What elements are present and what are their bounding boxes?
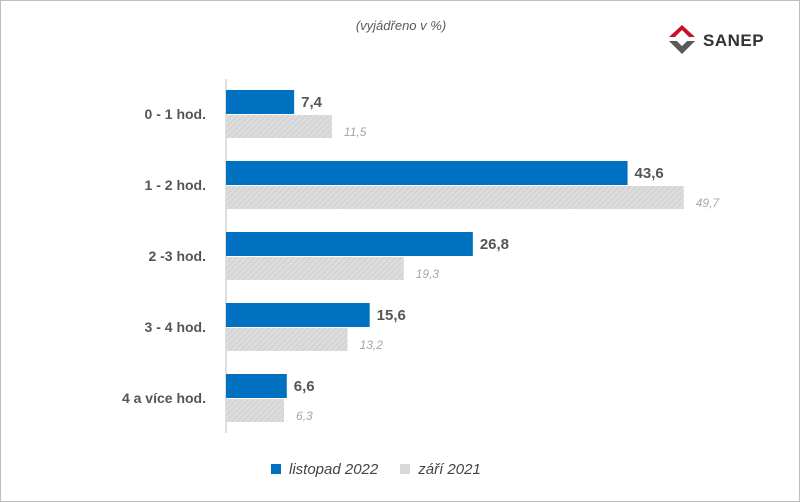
bar-listopad-2022	[226, 374, 287, 398]
legend-swatch-main	[271, 464, 281, 474]
legend-item-prev: září 2021	[400, 461, 481, 478]
legend-swatch-prev	[400, 464, 411, 474]
bar-zari-2021	[226, 115, 332, 138]
category-label: 0 - 1 hod.	[145, 106, 206, 122]
value-label-zari-2021: 13,2	[360, 338, 384, 352]
category-label: 2 -3 hod.	[148, 248, 206, 264]
legend-label-main: listopad 2022	[289, 460, 379, 478]
value-label-listopad-2022: 26,8	[480, 236, 509, 253]
value-label-zari-2021: 49,7	[696, 196, 721, 210]
bar-listopad-2022	[226, 232, 473, 256]
value-label-zari-2021: 11,5	[344, 125, 367, 139]
bar-zari-2021	[226, 186, 684, 209]
value-label-listopad-2022: 7,4	[301, 94, 323, 111]
legend-label-prev: září 2021	[418, 460, 481, 478]
bar-listopad-2022	[226, 303, 370, 327]
value-label-listopad-2022: 15,6	[377, 307, 406, 324]
bar-zari-2021	[226, 328, 348, 351]
bar-zari-2021	[226, 257, 404, 280]
chart-subtitle: (vyjádřeno v %)	[355, 18, 447, 33]
value-label-listopad-2022: 43,6	[635, 165, 664, 182]
category-label: 3 - 4 hod.	[145, 319, 206, 335]
value-label-zari-2021: 19,3	[416, 267, 440, 281]
bar-listopad-2022	[226, 90, 295, 114]
legend-item-main: listopad 2022	[271, 461, 378, 478]
category-label: 4 a více hod.	[122, 390, 206, 406]
sanep-logo-icon	[669, 25, 695, 54]
category-label: 1 - 2 hod.	[145, 177, 206, 193]
bar-chart: 0 - 1 hod. 7,4 11,5 1 - 2 hod. 43,6 49,7 2 -3 …	[122, 79, 721, 433]
bar-zari-2021	[226, 399, 285, 422]
sanep-logo: SANEP	[665, 23, 785, 63]
logo-text: SANEP	[703, 31, 765, 50]
bar-listopad-2022	[226, 161, 628, 185]
value-label-listopad-2022: 6,6	[294, 378, 315, 395]
value-label-zari-2021: 6,3	[296, 409, 313, 423]
legend: listopad 2022 září 2021	[271, 459, 481, 479]
